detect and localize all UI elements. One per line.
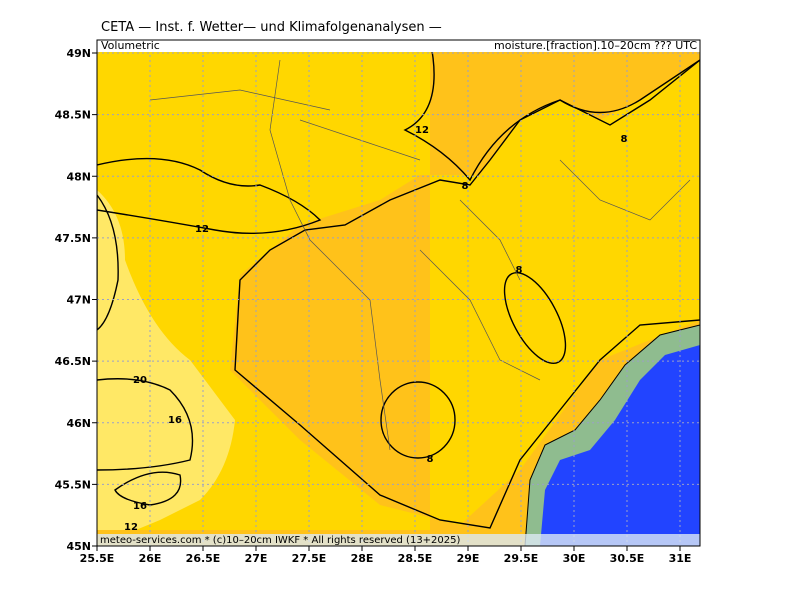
lon-label: 30.5E bbox=[610, 552, 645, 565]
lon-label: 29.5E bbox=[504, 552, 539, 565]
lat-label: 48N bbox=[66, 170, 91, 183]
contour-label: 16 bbox=[133, 501, 147, 512]
right-label: moisture.[fraction].10–20cm ??? UTC bbox=[494, 39, 697, 52]
footer-strip bbox=[97, 534, 700, 546]
lat-label: 45N bbox=[66, 540, 91, 553]
sea bbox=[540, 345, 700, 546]
left-label: Volumetric bbox=[101, 39, 160, 52]
map-frame bbox=[96, 39, 701, 547]
contour bbox=[97, 157, 322, 235]
contour-label: 12 bbox=[124, 522, 138, 533]
dry-island bbox=[503, 271, 567, 365]
lon-label: 28.5E bbox=[398, 552, 433, 565]
border bbox=[149, 59, 691, 451]
lat-label: 48.5N bbox=[55, 109, 91, 122]
lat-label: 47N bbox=[66, 294, 91, 307]
moist-zone bbox=[97, 190, 235, 546]
lon-label: 26.5E bbox=[186, 552, 221, 565]
contour bbox=[114, 471, 182, 506]
lon-label: 25.5E bbox=[80, 552, 115, 565]
lon-label: 26E bbox=[139, 552, 162, 565]
lon-label: 31E bbox=[669, 552, 692, 565]
header-strip bbox=[97, 40, 700, 52]
lat-label: 46N bbox=[66, 417, 91, 430]
lat-label: 45.5N bbox=[55, 478, 91, 491]
dry-zone bbox=[97, 40, 700, 546]
contour-label: 12 bbox=[195, 224, 209, 235]
map-area bbox=[97, 40, 700, 546]
contour bbox=[97, 378, 194, 471]
dry-island bbox=[380, 381, 456, 459]
contour-label: 20 bbox=[133, 375, 147, 386]
contour-label: 8 bbox=[516, 265, 523, 276]
wet-zone bbox=[97, 193, 119, 331]
lat-label: 46.5N bbox=[55, 355, 91, 368]
footer: meteo-services.com * (c)10–20cm IWKF * A… bbox=[100, 535, 461, 546]
contour bbox=[403, 40, 700, 182]
lon-label: 28E bbox=[351, 552, 374, 565]
lat-label: 47.5N bbox=[55, 232, 91, 245]
title: CETA — Inst. f. Wetter— und Klimafolgena… bbox=[101, 20, 442, 35]
lon-label: 29E bbox=[457, 552, 480, 565]
lat-label: 49N bbox=[66, 47, 91, 60]
lon-label: 30E bbox=[563, 552, 586, 565]
contour-label: 8 bbox=[462, 181, 469, 192]
very-dry-zone bbox=[234, 59, 700, 529]
grid bbox=[97, 40, 700, 546]
lon-label: 27.5E bbox=[292, 552, 327, 565]
contour-label: 16 bbox=[168, 415, 182, 426]
lon-label: 27E bbox=[245, 552, 268, 565]
contour-label: 8 bbox=[427, 454, 434, 465]
contour-label: 12 bbox=[415, 125, 429, 136]
contour-label: 8 bbox=[621, 134, 628, 145]
